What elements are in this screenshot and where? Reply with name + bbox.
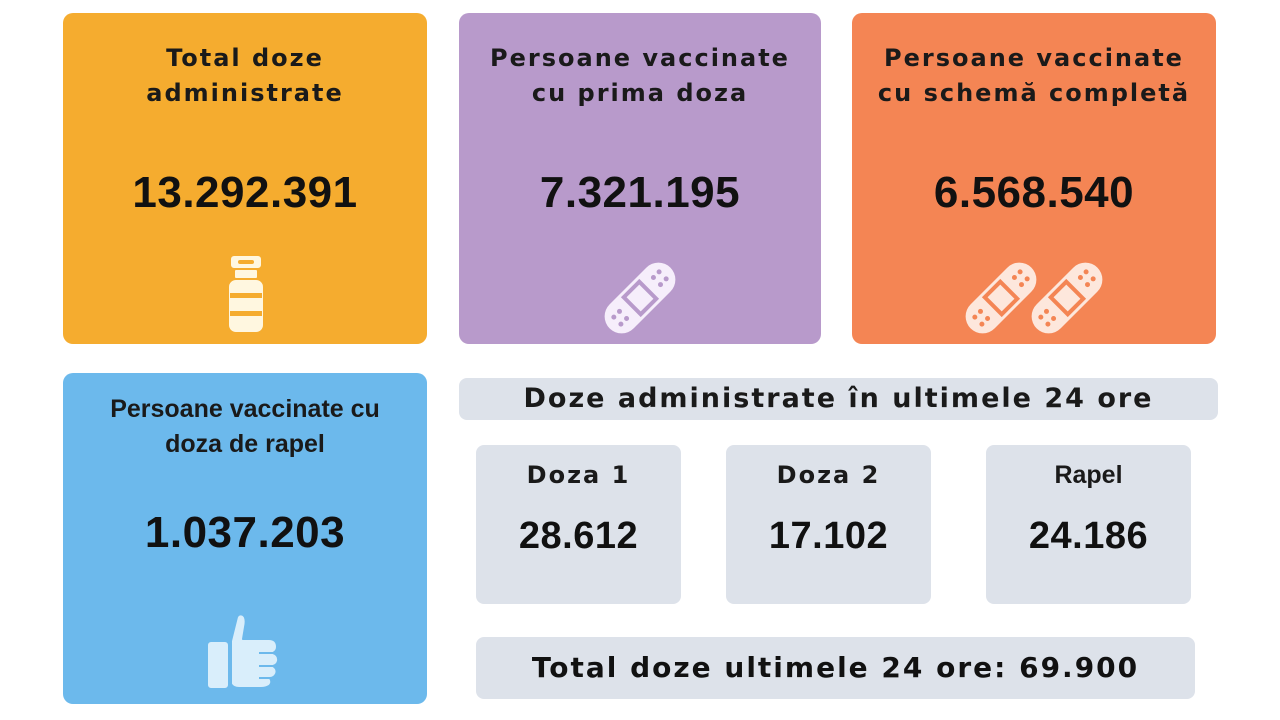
total-doses-title-line2: administrate	[146, 79, 344, 107]
dose1-24h-value: 28.612	[518, 515, 639, 557]
double-bandage-icon	[965, 262, 1103, 334]
total-24h-bar: Total doze ultimele 24 ore: 69.900	[476, 637, 1195, 699]
first-dose-value: 7.321.195	[539, 168, 741, 217]
booster-title-line1: Persoane vaccinate cu	[110, 395, 380, 423]
dose1-24h-box: Doza 1 28.612	[476, 445, 681, 604]
full-scheme-card: Persoane vaccinate cu schemă completă 6.…	[852, 13, 1216, 344]
booster-title-line2: doza de rapel	[165, 430, 325, 458]
booster-24h-value: 24.186	[1028, 515, 1149, 557]
first-dose-title-line2: cu prima doza	[531, 79, 749, 107]
total-doses-title-line1: Total doze	[166, 44, 324, 72]
dose2-24h-value: 17.102	[768, 515, 889, 557]
vaccine-vial-icon	[227, 254, 265, 334]
last-24h-banner: Doze administrate în ultimele 24 ore	[459, 378, 1218, 420]
booster-value: 1.037.203	[144, 508, 346, 557]
dose2-24h-label: Doza 2	[776, 461, 881, 489]
booster-24h-box: Rapel 24.186	[986, 445, 1191, 604]
dose2-24h-box: Doza 2 17.102	[726, 445, 931, 604]
first-dose-card: Persoane vaccinate cu prima doza 7.321.1…	[459, 13, 821, 344]
total-doses-card: Total doze administrate 13.292.391	[63, 13, 427, 344]
booster-24h-label: Rapel	[1054, 461, 1123, 489]
total-doses-value: 13.292.391	[132, 168, 358, 217]
dose1-24h-label: Doza 1	[526, 461, 631, 489]
full-scheme-value: 6.568.540	[933, 168, 1135, 217]
bandage-icon	[604, 262, 676, 334]
full-scheme-title-line1: Persoane vaccinate	[884, 44, 1184, 72]
thumbs-up-icon	[206, 613, 280, 690]
first-dose-title-line1: Persoane vaccinate	[490, 44, 790, 72]
booster-card: Persoane vaccinate cu doza de rapel 1.03…	[63, 373, 427, 704]
full-scheme-title-line2: cu schemă completă	[877, 79, 1191, 107]
